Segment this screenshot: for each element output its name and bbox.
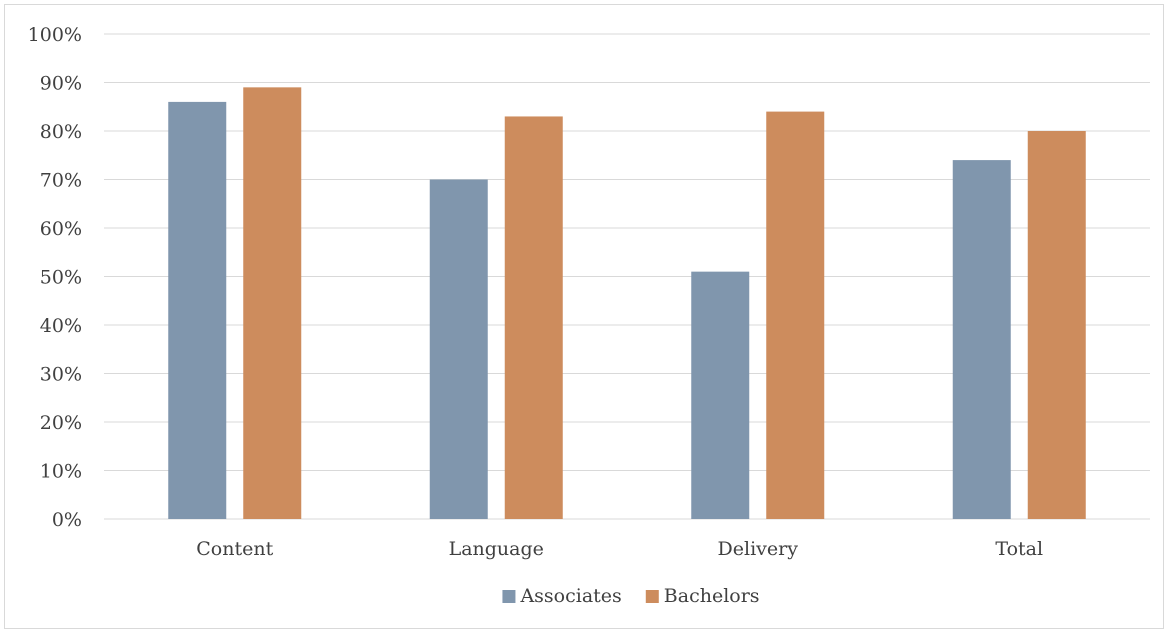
- legend-label-associates: Associates: [519, 585, 621, 607]
- bar-associates-content: [168, 101, 227, 520]
- y-tick-label: 50%: [40, 267, 82, 289]
- bar-bachelors-delivery: [766, 111, 825, 519]
- bar-bachelors-total: [1027, 131, 1086, 519]
- y-tick-label: 80%: [40, 121, 82, 143]
- x-tick-label: Language: [449, 538, 544, 560]
- bar-associates-language: [429, 179, 488, 519]
- legend: Associates Bachelors: [502, 585, 760, 607]
- y-tick-label: 10%: [40, 461, 82, 483]
- legend-label-bachelors: Bachelors: [664, 585, 760, 607]
- bar-bachelors-language: [504, 116, 563, 519]
- x-tick-label: Total: [995, 538, 1043, 560]
- x-axis-ticks: Content Language Delivery Total: [196, 538, 1043, 560]
- y-axis-ticks: 0% 10% 20% 30% 40% 50% 60% 70% 80% 90% 100%: [28, 24, 82, 531]
- y-tick-label: 70%: [40, 170, 82, 192]
- bar-associates-delivery: [691, 271, 750, 519]
- bar-associates-total: [952, 160, 1011, 519]
- bars: [168, 87, 1086, 520]
- y-tick-label: 0%: [52, 509, 82, 531]
- x-tick-label: Delivery: [718, 538, 799, 560]
- y-tick-label: 100%: [28, 24, 82, 46]
- legend-swatch-bachelors: [645, 590, 659, 603]
- y-tick-label: 40%: [40, 315, 82, 337]
- legend-swatch-associates: [502, 590, 516, 603]
- y-tick-label: 20%: [40, 412, 82, 434]
- x-tick-label: Content: [196, 538, 273, 560]
- y-tick-label: 60%: [40, 218, 82, 240]
- y-tick-label: 90%: [40, 73, 82, 95]
- bar-bachelors-content: [243, 87, 302, 519]
- y-tick-label: 30%: [40, 364, 82, 386]
